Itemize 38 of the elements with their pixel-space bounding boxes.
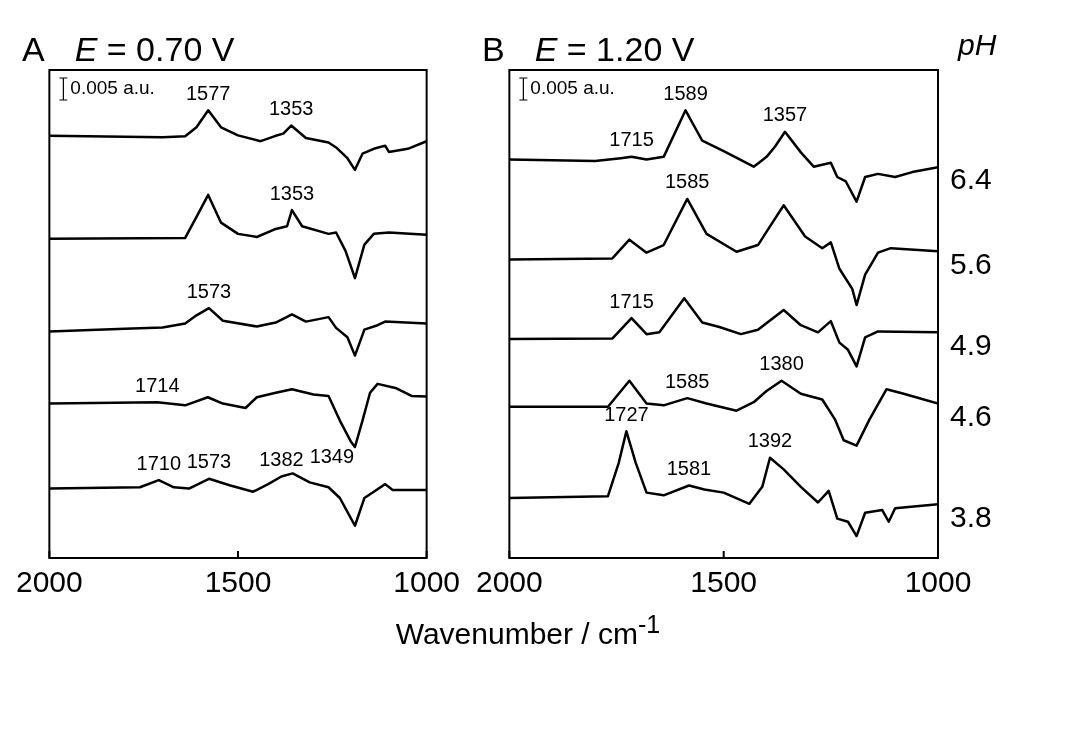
x-tick-label: 1000 [393,565,461,599]
annotation: 1353 [269,181,315,204]
x-axis-title: Wavenumber / cm$^{-1}$ [394,610,662,651]
annotation: 1577 [185,81,231,104]
annotation: 1573 [186,279,232,302]
annotation: 1715 [609,289,654,312]
annotation: 1573 [186,450,232,473]
x-tick-label: 1500 [204,565,272,599]
text: 0.005 a.u. [530,77,615,99]
series-label: 3.8 [950,499,992,533]
series-label: 4.9 [950,327,992,361]
x-tick-label: 2000 [15,565,83,599]
chart-title: A [22,30,45,68]
annotation: 1585 [665,369,710,392]
annotation: 1392 [747,429,793,452]
annotation: 1714 [135,373,180,396]
series-label: 5.6 [950,246,992,280]
x-tick-label: 1500 [690,565,758,599]
annotation: 1727 [604,402,649,425]
x-tick-label: 2000 [475,565,543,599]
annotation: 1715 [609,128,654,151]
annotation: 1581 [666,456,712,479]
annotation: 1710 [136,451,182,474]
chart-subtitle: E = 0.70 V [74,30,235,68]
x-tick-label: 1000 [904,565,972,599]
annotation: 1353 [268,97,314,120]
annotation: 1380 [759,352,804,375]
chart-subtitle: E = 1.20 V [534,30,695,68]
annotation: 1382 [259,448,304,471]
annotation: 1349 [309,444,355,467]
annotation: 1357 [762,103,808,126]
series-label: 4.6 [950,398,992,432]
annotation: 1589 [663,81,708,104]
annotation: 1585 [665,170,710,193]
text: 0.005 a.u. [70,77,155,99]
series-label: 6.4 [950,162,992,196]
chart-title: B [482,30,505,68]
legend-title: pH [957,28,997,62]
